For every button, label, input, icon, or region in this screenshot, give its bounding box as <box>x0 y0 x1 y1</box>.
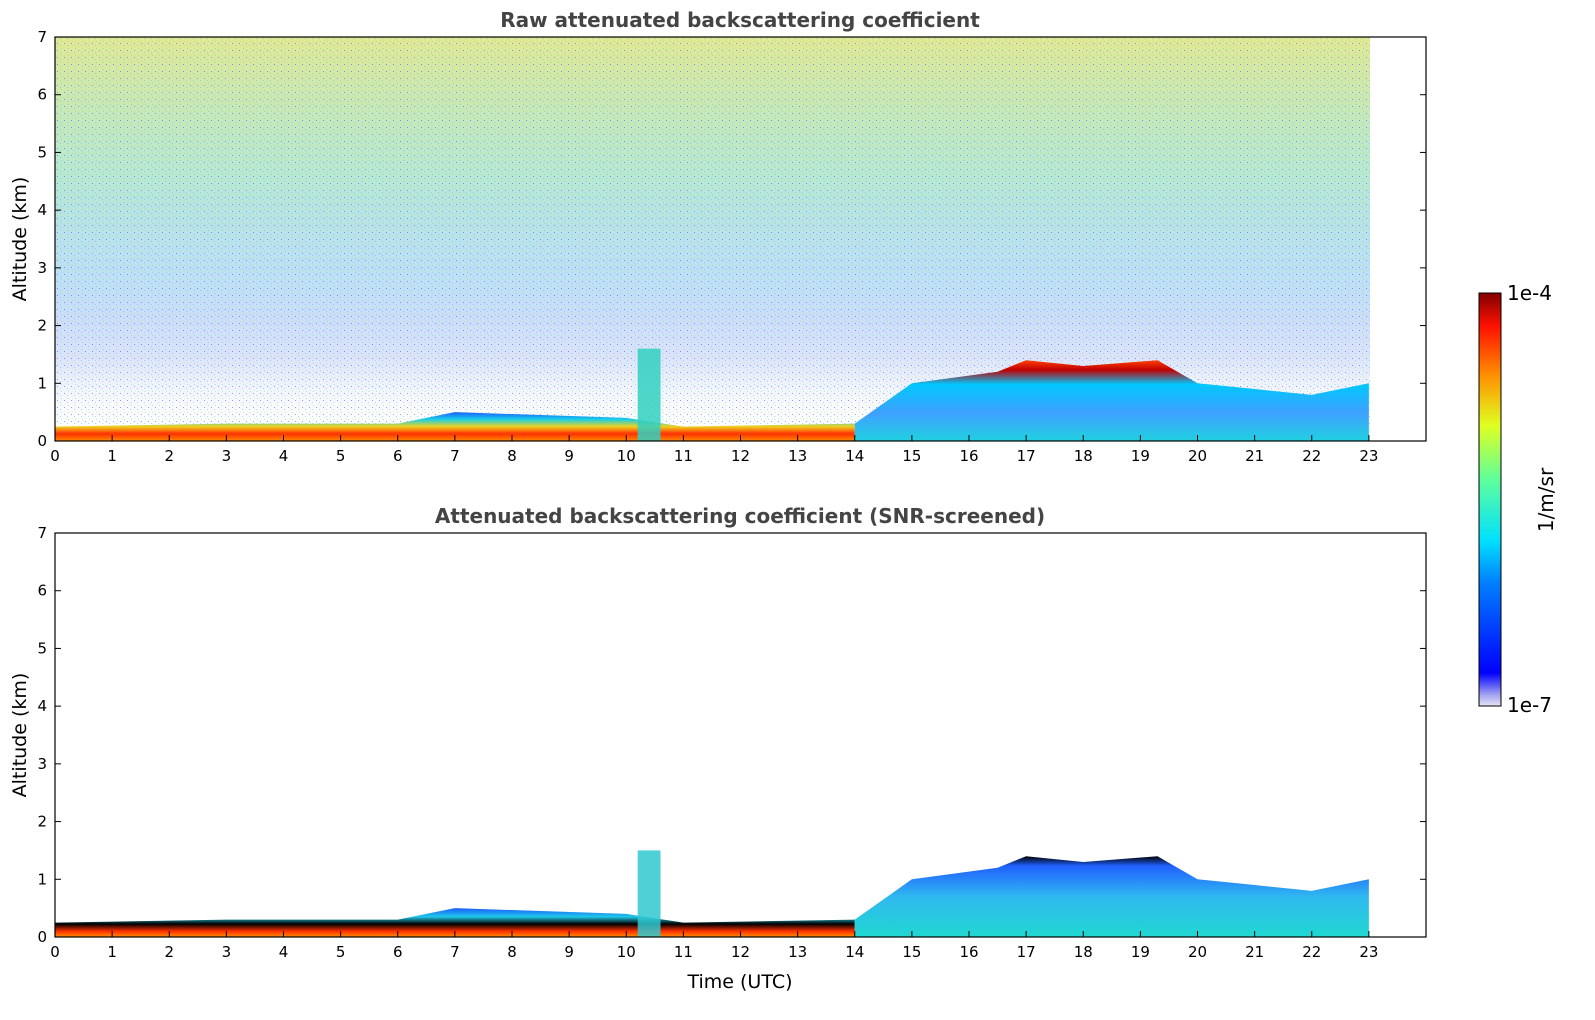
x-tick-label: 15 <box>902 943 921 961</box>
x-tick-label: 14 <box>845 943 864 961</box>
x-tick-label: 17 <box>1017 943 1036 961</box>
colorbar-min-label: 1e-7 <box>1507 693 1552 717</box>
y-tick-label: 6 <box>37 582 47 600</box>
x-tick-label: 23 <box>1359 447 1378 465</box>
x-tick-label: 21 <box>1245 447 1264 465</box>
x-tick-label: 1 <box>107 943 117 961</box>
y-tick-label: 5 <box>37 639 47 657</box>
x-tick-label: 8 <box>507 447 517 465</box>
colorbar: 1e-4 1e-7 1/m/sr <box>1478 281 1558 717</box>
y-tick-label: 0 <box>37 928 47 946</box>
x-tick-label: 9 <box>564 447 574 465</box>
bottom-panel-title: Attenuated backscattering coefficient (S… <box>435 504 1045 528</box>
x-tick-label: 13 <box>788 943 807 961</box>
x-tick-label: 22 <box>1302 447 1321 465</box>
x-tick-label: 7 <box>450 943 460 961</box>
raw-afternoon-mixed-layer <box>854 360 1369 441</box>
x-tick-label: 1 <box>107 447 117 465</box>
y-tick-label: 3 <box>37 755 47 773</box>
y-tick-label: 7 <box>37 28 47 46</box>
screened-plume-column <box>637 850 661 937</box>
x-tick-label: 16 <box>959 447 978 465</box>
x-tick-label: 19 <box>1131 447 1150 465</box>
x-tick-label: 13 <box>788 447 807 465</box>
screened-backscatter-plot-area <box>55 850 1369 937</box>
x-tick-label: 16 <box>959 943 978 961</box>
bottom-axes-frame <box>54 532 1427 938</box>
x-tick-label: 4 <box>279 447 289 465</box>
x-tick-label: 22 <box>1302 943 1321 961</box>
x-tick-label: 18 <box>1074 447 1093 465</box>
x-tick-label: 0 <box>50 943 60 961</box>
bottom-y-ticks: 0 1 2 3 4 5 6 7 <box>37 524 1426 946</box>
x-tick-label: 12 <box>731 447 750 465</box>
colorbar-gradient <box>1478 292 1502 707</box>
x-tick-label: 7 <box>450 447 460 465</box>
x-tick-label: 14 <box>845 447 864 465</box>
x-tick-label: 3 <box>222 943 232 961</box>
raw-plume-column <box>637 348 661 441</box>
colorbar-unit-label: 1/m/sr <box>1534 467 1558 532</box>
colorbar-max-label: 1e-4 <box>1507 281 1552 305</box>
top-x-ticks: 0 1 2 3 4 5 6 7 8 9 10 11 12 13 14 15 16 17 18 19 20 21 22 23 <box>50 435 1378 465</box>
x-tick-label: 11 <box>674 943 693 961</box>
x-tick-label: 15 <box>902 447 921 465</box>
y-tick-label: 4 <box>37 201 47 219</box>
y-tick-label: 2 <box>37 813 47 831</box>
x-tick-label: 18 <box>1074 943 1093 961</box>
bottom-y-axis-label: Altitude (km) <box>9 673 31 798</box>
x-tick-label: 5 <box>336 447 346 465</box>
y-tick-label: 3 <box>37 259 47 277</box>
y-tick-label: 4 <box>37 697 47 715</box>
y-tick-label: 5 <box>37 143 47 161</box>
x-tick-label: 23 <box>1359 943 1378 961</box>
x-tick-label: 8 <box>507 943 517 961</box>
y-tick-label: 1 <box>37 870 47 888</box>
x-tick-label: 3 <box>222 447 232 465</box>
screened-backscatter-panel: Attenuated backscattering coefficient (S… <box>9 504 1427 993</box>
raw-backscatter-panel: Raw attenuated backscattering coefficien… <box>9 8 1427 465</box>
x-tick-label: 11 <box>674 447 693 465</box>
x-tick-label: 12 <box>731 943 750 961</box>
x-tick-label: 19 <box>1131 943 1150 961</box>
top-y-axis-label: Altitude (km) <box>9 177 31 302</box>
y-tick-label: 1 <box>37 374 47 392</box>
x-tick-label: 6 <box>393 943 403 961</box>
y-tick-label: 7 <box>37 524 47 542</box>
x-tick-label: 9 <box>564 943 574 961</box>
y-tick-label: 6 <box>37 86 47 104</box>
x-axis-label: Time (UTC) <box>686 971 792 993</box>
x-tick-label: 0 <box>50 447 60 465</box>
x-tick-label: 10 <box>617 943 636 961</box>
x-tick-label: 20 <box>1188 943 1207 961</box>
top-panel-title: Raw attenuated backscattering coefficien… <box>500 8 980 32</box>
x-tick-label: 17 <box>1017 447 1036 465</box>
y-tick-label: 2 <box>37 317 47 335</box>
x-tick-label: 4 <box>279 943 289 961</box>
raw-backscatter-plot-area <box>55 37 1370 441</box>
x-tick-label: 2 <box>164 447 174 465</box>
x-tick-label: 20 <box>1188 447 1207 465</box>
x-tick-label: 21 <box>1245 943 1264 961</box>
x-tick-label: 2 <box>164 943 174 961</box>
screened-afternoon-mixed-layer <box>854 856 1369 937</box>
y-tick-label: 0 <box>37 432 47 450</box>
x-tick-label: 10 <box>617 447 636 465</box>
top-y-ticks: 0 1 2 3 4 5 6 7 <box>37 28 1426 450</box>
x-tick-label: 5 <box>336 943 346 961</box>
bottom-x-ticks: 0 1 2 3 4 5 6 7 8 9 10 11 12 13 14 15 16 17 18 19 20 21 22 23 <box>50 931 1378 961</box>
x-tick-label: 6 <box>393 447 403 465</box>
